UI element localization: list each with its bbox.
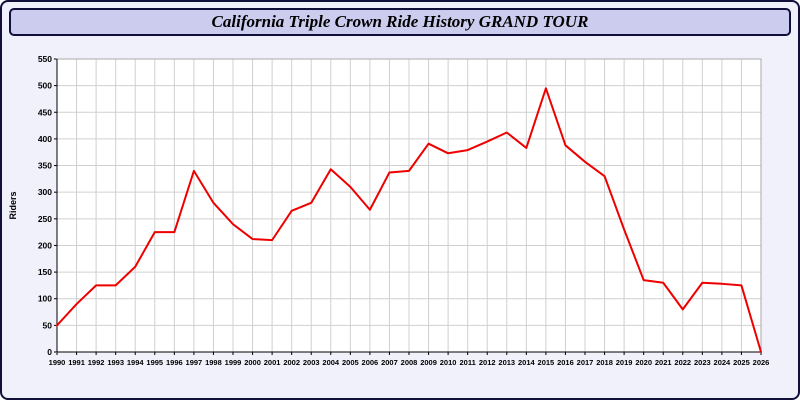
x-tick-label: 2006 <box>362 358 379 367</box>
x-tick-label: 2019 <box>616 358 633 367</box>
x-tick-label: 1994 <box>127 358 145 367</box>
x-tick-label: 2024 <box>714 358 732 367</box>
x-tick-label: 2026 <box>753 358 770 367</box>
x-tick-label: 2010 <box>440 358 457 367</box>
x-tick-label: 1995 <box>146 358 163 367</box>
x-tick-label: 2014 <box>518 358 536 367</box>
x-tick-label: 1998 <box>205 358 222 367</box>
x-tick-label: 2007 <box>381 358 398 367</box>
ride-history-chart: 1990 1991 1992 1993 1994 1995 1996 1997 1998 1999… <box>2 44 798 398</box>
page-title: California Triple Crown Ride History GRA… <box>211 12 589 31</box>
x-tick-label: 2003 <box>303 358 320 367</box>
x-tick-label: 2008 <box>401 358 418 367</box>
y-tick-label: 250 <box>38 214 52 224</box>
x-tick-label: 2025 <box>733 358 750 367</box>
y-tick-label: 0 <box>47 347 52 357</box>
x-tick-label: 1997 <box>186 358 203 367</box>
y-tick-label: 100 <box>38 294 52 304</box>
y-tick-label: 50 <box>43 320 53 330</box>
y-tick-label: 200 <box>38 240 52 250</box>
x-tick-label: 2001 <box>264 358 281 367</box>
x-tick-label: 2011 <box>460 358 476 367</box>
riders-series-line <box>56 87 762 353</box>
chart-title-bar: California Triple Crown Ride History GRA… <box>9 8 791 36</box>
x-tick-label: 1993 <box>107 358 124 367</box>
x-tick-label: 2021 <box>655 358 672 367</box>
y-axis-title: Riders <box>8 191 18 219</box>
x-tick-label: 2018 <box>596 358 613 367</box>
x-tick-label: 1996 <box>166 358 183 367</box>
x-tick-label: 2013 <box>498 358 515 367</box>
x-tick-label: 2000 <box>244 358 261 367</box>
chart-canvas: 1990 1991 1992 1993 1994 1995 1996 1997 1998 1999… <box>8 54 770 367</box>
y-tick-label: 550 <box>38 54 52 64</box>
x-tick-label: 2009 <box>420 358 437 367</box>
x-tick-label: 2017 <box>577 358 594 367</box>
x-tick-label: 2005 <box>342 358 359 367</box>
y-tick-label: 400 <box>38 134 52 144</box>
x-tick-label: 1990 <box>49 358 66 367</box>
y-tick-label: 500 <box>38 81 52 91</box>
y-tick-label: 350 <box>38 161 52 171</box>
y-tick-label: 450 <box>38 107 52 117</box>
x-tick-label: 2020 <box>635 358 652 367</box>
y-tick-label: 300 <box>38 187 52 197</box>
x-tick-label: 2015 <box>538 358 555 367</box>
x-tick-label: 1992 <box>88 358 105 367</box>
x-tick-label: 2012 <box>479 358 496 367</box>
y-tick-label: 150 <box>38 267 52 277</box>
x-tick-label: 2004 <box>322 358 340 367</box>
x-tick-label: 1991 <box>68 358 85 367</box>
x-tick-label: 2023 <box>694 358 711 367</box>
x-tick-label: 2002 <box>283 358 300 367</box>
x-tick-label: 1999 <box>225 358 242 367</box>
x-tick-label: 2016 <box>557 358 574 367</box>
x-tick-label: 2022 <box>674 358 691 367</box>
